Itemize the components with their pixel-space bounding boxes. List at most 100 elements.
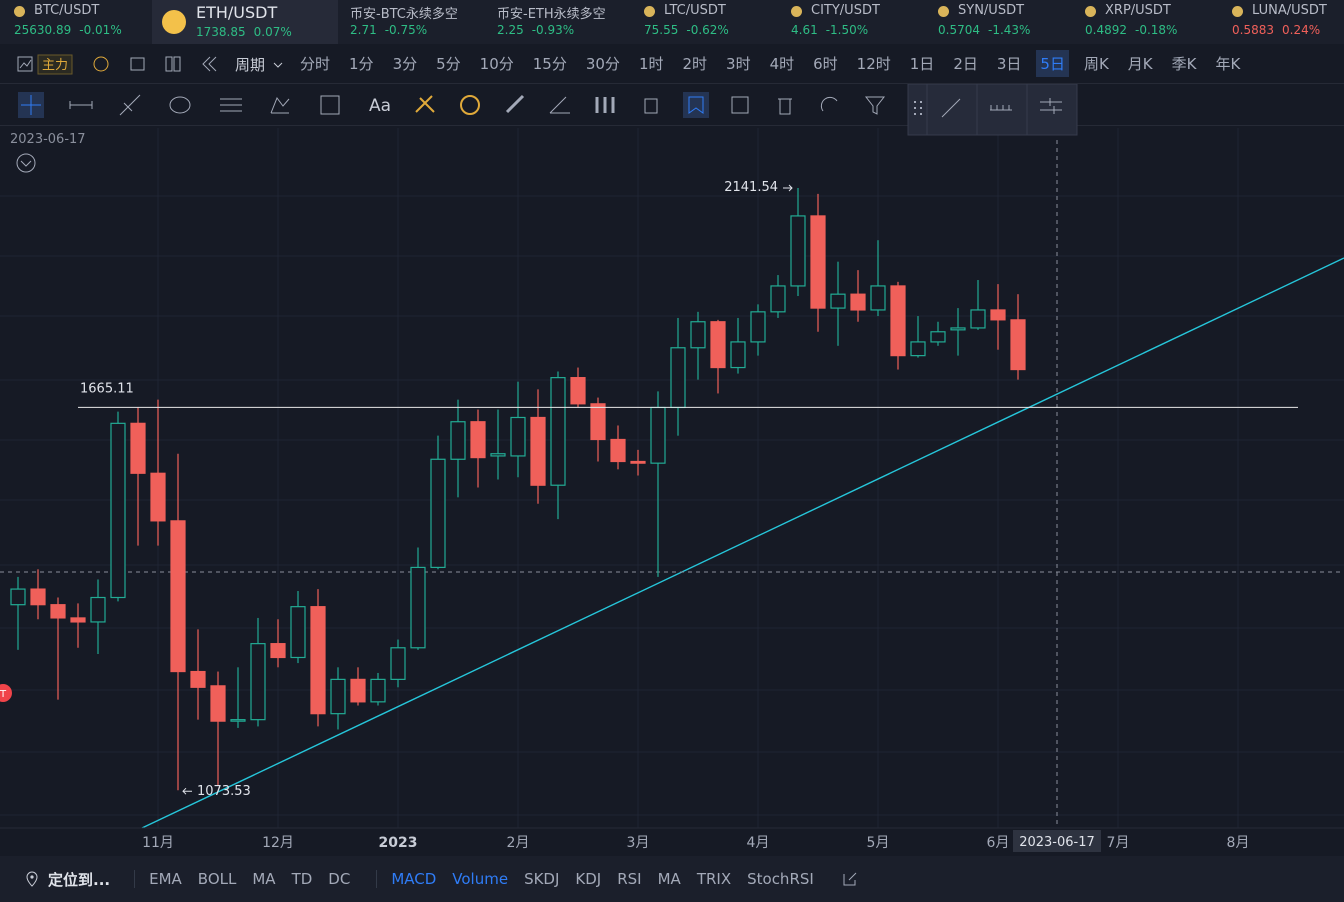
interval[interactable]: 5日 <box>1036 50 1069 77</box>
coin-icon <box>1232 6 1243 17</box>
icon[interactable] <box>93 56 109 71</box>
icon[interactable] <box>914 101 922 115</box>
interval[interactable]: 年K <box>1215 55 1241 73</box>
edit-icon[interactable] <box>842 871 858 887</box>
candle-body <box>370 678 386 703</box>
candle-body <box>750 311 766 343</box>
icon[interactable] <box>220 98 242 112</box>
candle-body <box>290 606 306 659</box>
indicator[interactable]: BOLL <box>197 870 237 888</box>
toolbar-icons: 主力 周期 <box>17 54 283 74</box>
interval[interactable]: 1时 <box>638 55 664 73</box>
icon[interactable] <box>731 96 749 114</box>
ticker[interactable]: ETH/USDT 1738.85 0.07% <box>152 0 338 44</box>
indicator[interactable]: StochRSI <box>747 870 814 888</box>
main-box[interactable] <box>37 54 73 74</box>
period-label[interactable]: 周期 <box>235 56 265 74</box>
candle-body <box>430 458 446 569</box>
candle-body <box>690 321 706 349</box>
icon[interactable] <box>778 98 792 115</box>
icon[interactable] <box>1040 98 1062 114</box>
indicator[interactable]: Volume <box>452 870 509 888</box>
x-tick-label: 4月 <box>747 835 770 851</box>
icon[interactable] <box>119 94 141 116</box>
icon[interactable] <box>941 98 961 118</box>
ticker[interactable]: CITY/USDT 4.61 -1.50% <box>791 0 931 44</box>
indicator[interactable]: MACD <box>391 870 437 888</box>
candle-body <box>210 685 226 722</box>
icon[interactable] <box>820 96 838 112</box>
icon[interactable] <box>169 96 191 114</box>
ticker[interactable]: BTC/USDT 25630.89 -0.01% <box>14 0 154 44</box>
candle-body <box>650 406 666 464</box>
indicator[interactable]: TRIX <box>696 870 732 888</box>
ticker-quote: 2.71 -0.75% <box>350 23 427 37</box>
icon[interactable] <box>415 95 435 113</box>
icon[interactable] <box>320 95 340 115</box>
indicator[interactable]: EMA <box>149 870 182 888</box>
interval[interactable]: 2时 <box>682 55 708 73</box>
icon[interactable] <box>202 56 217 71</box>
interval[interactable]: 30分 <box>585 55 620 73</box>
interval[interactable]: 3分 <box>392 55 418 73</box>
candle-body <box>610 438 626 463</box>
ticker[interactable]: SYN/USDT 0.5704 -1.43% <box>938 0 1078 44</box>
interval[interactable]: 15分 <box>532 55 567 73</box>
text-tool[interactable]: Aa <box>369 96 391 116</box>
icon[interactable] <box>17 56 33 71</box>
ticker-change: -1.50% <box>825 23 869 37</box>
icon[interactable] <box>505 94 525 114</box>
candle-body <box>250 643 266 721</box>
candle-body <box>870 285 886 311</box>
icon[interactable] <box>595 97 615 113</box>
indicator[interactable]: KDJ <box>575 870 602 888</box>
indicator[interactable]: RSI <box>617 870 642 888</box>
interval[interactable]: 月K <box>1127 55 1153 73</box>
locate[interactable]: 定位到... <box>48 870 111 889</box>
min-label: 1073.53 <box>197 784 251 799</box>
coin-icon <box>791 6 802 17</box>
interval[interactable]: 周K <box>1083 55 1109 73</box>
ticker[interactable]: XRP/USDT 0.4892 -0.18% <box>1085 0 1225 44</box>
collapse-icon[interactable] <box>16 153 36 173</box>
interval[interactable]: 1分 <box>349 55 374 73</box>
interval[interactable]: 分时 <box>300 55 331 73</box>
interval[interactable]: 5分 <box>436 55 461 73</box>
interval[interactable]: 12时 <box>856 55 891 73</box>
chevron <box>273 62 283 68</box>
interval[interactable]: 3时 <box>726 55 751 73</box>
interval[interactable]: 3日 <box>996 55 1022 73</box>
indicator[interactable]: MA <box>252 870 276 888</box>
icon[interactable] <box>165 56 173 71</box>
candle-body <box>10 588 26 606</box>
candle-body <box>550 377 566 486</box>
ticker[interactable]: 币安-BTC永续多空 2.71 -0.75% <box>350 0 490 44</box>
indicator[interactable]: DC <box>328 870 351 888</box>
icon[interactable] <box>270 96 290 114</box>
interval[interactable]: 10分 <box>479 55 514 73</box>
interval[interactable]: 4时 <box>769 55 795 73</box>
interval[interactable]: 6时 <box>813 55 838 73</box>
icon[interactable] <box>460 95 480 115</box>
icon[interactable] <box>864 96 886 115</box>
ticker[interactable]: LUNA/USDT 0.5883 0.24% <box>1232 0 1344 44</box>
icon[interactable] <box>644 98 658 114</box>
icon[interactable] <box>549 96 570 114</box>
indicator[interactable]: SKDJ <box>524 870 560 888</box>
icon[interactable] <box>990 105 1012 111</box>
ticker[interactable]: 币安-ETH永续多空 2.25 -0.93% <box>497 0 637 44</box>
interval[interactable]: 1日 <box>909 55 935 73</box>
indicator[interactable]: MA <box>657 870 681 888</box>
indicator-bar: 定位到... EMA BOLL MA TD DC MACD Volume SKDJ KDJ RS… <box>0 856 1344 902</box>
ticker[interactable]: LTC/USDT 75.55 -0.62% <box>644 0 784 44</box>
tool-active[interactable] <box>683 92 709 118</box>
icon[interactable] <box>69 101 93 109</box>
indicator[interactable]: TD <box>291 870 313 888</box>
candle-body <box>170 520 186 673</box>
candle-body <box>990 309 1006 321</box>
interval[interactable]: 2日 <box>953 55 978 73</box>
ticker-name: CITY/USDT <box>811 3 880 18</box>
candle-body <box>390 647 406 680</box>
interval[interactable]: 季K <box>1171 55 1197 73</box>
icon[interactable] <box>130 57 145 70</box>
